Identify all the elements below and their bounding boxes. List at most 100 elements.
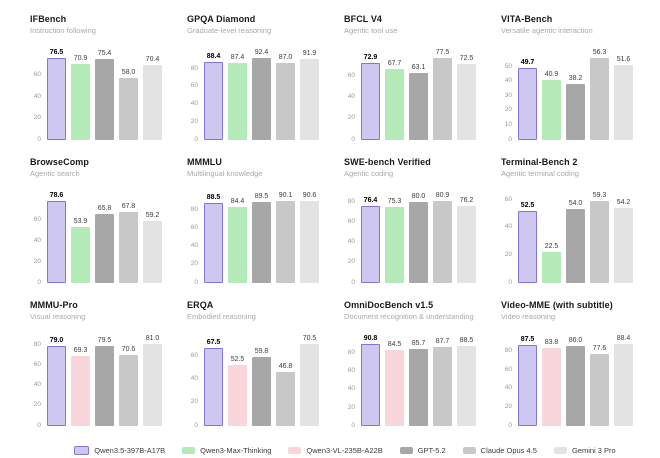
bar-rect (300, 344, 319, 426)
chart-title: ERQA (187, 300, 214, 310)
bars-area: 72.9 67.7 63.1 77.5 72.5 (361, 40, 476, 140)
bar-value-label: 84.5 (387, 340, 402, 348)
bar-rect (566, 346, 585, 426)
bar-gemini-3-pro: 51.6 (614, 40, 633, 140)
bar-gpt-5-2: 59.8 (252, 326, 271, 426)
bar-qwen3-vl-235b-a22b: 83.8 (542, 326, 561, 426)
y-tick-label: 80 (190, 206, 198, 214)
chart-title: Video-MME (with subtitle) (501, 300, 613, 310)
bar-rect (433, 347, 452, 426)
y-axis: 0 20 40 60 (30, 197, 44, 285)
y-tick-label: 40 (347, 93, 355, 101)
chart-mmmlu: MMMLU Multilingual knowledge 0 20 40 60 80 8… (187, 151, 344, 294)
legend-item-qwen3-vl-235b-a22b: Qwen3-VL-235B-A22B (288, 446, 383, 455)
y-tick-label: 20 (347, 403, 355, 411)
bar-value-label: 46.8 (278, 362, 293, 370)
bar-qwen3-max-thinking: 22.5 (542, 183, 561, 283)
y-tick-label: 40 (347, 238, 355, 246)
y-tick-label: 20 (504, 250, 512, 258)
chart-plot: 0 10 20 30 40 50 49.7 40.9 38.2 56.3 51.6 (501, 40, 633, 142)
bar-rect (228, 62, 247, 140)
legend-item-qwen3-5-397b-a17b: Qwen3.5-397B-A17B (74, 445, 165, 455)
bar-claude-opus-4-5: 46.8 (276, 326, 295, 426)
chart-plot: 0 20 40 60 80 87.5 83.8 86.0 77.6 88.4 (501, 326, 633, 428)
bar-rect (590, 57, 609, 140)
y-tick-label: 20 (33, 114, 41, 122)
y-tick-label: 80 (33, 340, 41, 348)
bar-rect (457, 205, 476, 283)
bar-rect (143, 64, 162, 140)
bar-gpt-5-2: 89.5 (252, 183, 271, 283)
y-tick-label: 60 (347, 72, 355, 80)
y-axis: 0 20 40 60 80 (187, 197, 201, 285)
bar-rect (409, 202, 428, 283)
bar-value-label: 53.9 (73, 217, 88, 225)
bar-qwen3-max-thinking: 75.3 (385, 183, 404, 283)
y-tick-label: 0 (37, 278, 41, 286)
chart-omnidocbench-v1-5: OmniDocBench v1.5 Document recognition &… (344, 294, 501, 437)
bar-qwen3-max-thinking: 53.9 (71, 183, 90, 283)
bar-rect (71, 355, 90, 426)
bar-rect (300, 200, 319, 283)
legend-swatch-icon (74, 445, 90, 455)
y-tick-label: 80 (504, 347, 512, 355)
chart-subtitle: Graduate-level reasoning (187, 26, 272, 35)
bar-rect (119, 354, 138, 426)
chart-bfcl-v4: BFCL V4 Agentic tool use 0 20 40 60 72.9 67.… (344, 8, 501, 151)
y-axis: 0 20 40 60 80 (344, 197, 358, 285)
chart-subtitle: Agentic coding (344, 169, 394, 178)
bar-value-label: 84.4 (230, 197, 245, 205)
bar-value-label: 87.0 (278, 53, 293, 61)
y-tick-label: 80 (347, 349, 355, 357)
legend-swatch-icon (182, 446, 196, 454)
bar-rect (47, 201, 66, 283)
bar-rect (228, 206, 247, 283)
chart-subtitle: Multilingual knowledge (187, 169, 263, 178)
y-tick-label: 20 (190, 398, 198, 406)
chart-plot: 0 20 40 60 80 88.4 87.4 92.4 87.0 91.9 (187, 40, 319, 142)
bar-gpt-5-2: 86.0 (566, 326, 585, 426)
bars-area: 88.5 84.4 89.5 90.1 90.6 (204, 183, 319, 283)
y-tick-label: 0 (508, 135, 512, 143)
bars-area: 88.4 87.4 92.4 87.0 91.9 (204, 40, 319, 140)
bar-gemini-3-pro: 59.2 (143, 183, 162, 283)
bar-claude-opus-4-5: 77.5 (433, 40, 452, 140)
bar-rect (385, 349, 404, 426)
chart-title: BrowseComp (30, 157, 90, 167)
bar-value-label: 69.3 (73, 346, 88, 354)
y-tick-label: 40 (347, 385, 355, 393)
bar-value-label: 22.5 (544, 243, 559, 251)
y-tick-label: 80 (190, 64, 198, 72)
bar-rect (590, 353, 609, 426)
y-tick-label: 0 (37, 421, 41, 429)
y-tick-label: 60 (347, 217, 355, 225)
bar-qwen3-5-397b-a17b: 87.5 (518, 326, 537, 426)
y-tick-label: 30 (504, 91, 512, 99)
y-tick-label: 80 (347, 197, 355, 205)
bar-value-label: 86.0 (568, 337, 583, 345)
bar-rect (518, 344, 537, 426)
legend-label: Claude Opus 4.5 (480, 445, 537, 455)
legend-label: Gemini 3 Pro (571, 445, 616, 455)
y-tick-label: 0 (351, 421, 355, 429)
bar-value-label: 52.5 (520, 201, 535, 209)
chart-swe-bench-verified: SWE-bench Verified Agentic coding 0 20 40 6… (344, 151, 501, 294)
bar-gemini-3-pro: 72.5 (457, 40, 476, 140)
bar-value-label: 59.3 (592, 192, 607, 200)
bars-area: 49.7 40.9 38.2 56.3 51.6 (518, 40, 633, 140)
bar-rect (409, 348, 428, 426)
bars-area: 90.8 84.5 85.7 87.7 88.5 (361, 326, 476, 426)
bar-rect (566, 208, 585, 283)
bar-value-label: 75.4 (97, 50, 112, 58)
bar-value-label: 89.5 (254, 192, 269, 200)
bar-rect (143, 221, 162, 283)
y-tick-label: 0 (194, 421, 198, 429)
chart-plot: 0 20 40 60 52.5 22.5 54.0 59.3 54.2 (501, 183, 633, 285)
y-tick-label: 60 (33, 360, 41, 368)
bar-rect (542, 348, 561, 426)
bar-value-label: 78.6 (49, 192, 64, 200)
y-tick-label: 40 (190, 242, 198, 250)
bar-value-label: 77.6 (592, 344, 607, 352)
legend: Qwen3.5-397B-A17B Qwen3-Max-Thinking Qwe… (30, 443, 660, 457)
